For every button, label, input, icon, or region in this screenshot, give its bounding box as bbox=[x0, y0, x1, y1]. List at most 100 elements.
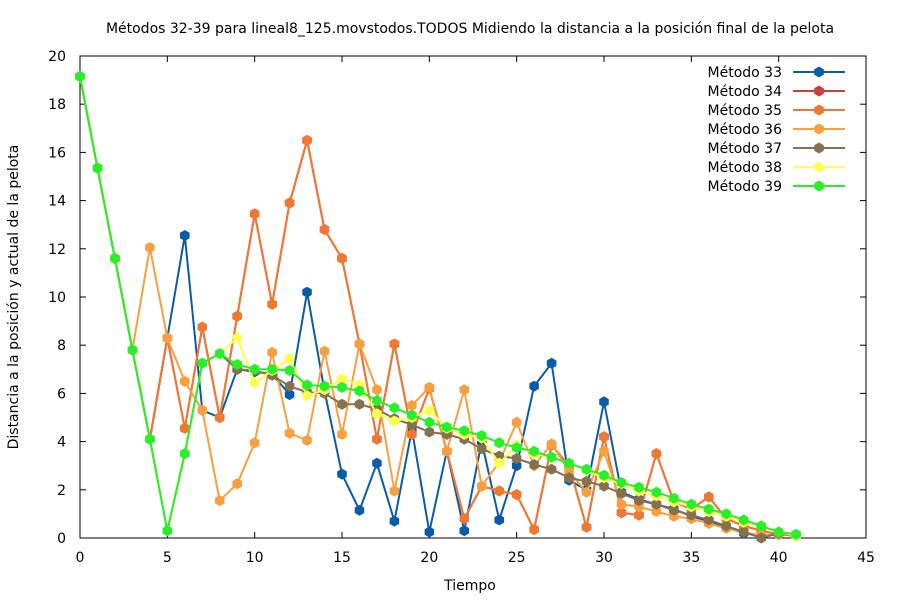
data-point bbox=[180, 422, 190, 434]
series-m-todo-36 bbox=[75, 71, 801, 542]
data-point bbox=[459, 525, 469, 537]
data-point bbox=[215, 495, 225, 507]
x-tick-label: 40 bbox=[770, 550, 788, 566]
data-point bbox=[337, 373, 347, 385]
data-point bbox=[477, 430, 487, 442]
data-point bbox=[529, 380, 539, 392]
legend-item: Método 37 bbox=[708, 141, 845, 157]
data-point bbox=[529, 524, 539, 536]
legend-marker bbox=[814, 142, 824, 154]
data-point bbox=[197, 404, 207, 416]
data-point bbox=[162, 332, 173, 344]
data-point bbox=[546, 451, 557, 463]
data-point bbox=[337, 398, 347, 410]
data-point bbox=[424, 416, 435, 428]
series-layer bbox=[75, 71, 801, 544]
data-point bbox=[686, 509, 697, 521]
data-point bbox=[721, 508, 731, 520]
data-point bbox=[197, 357, 207, 369]
data-point bbox=[599, 431, 609, 443]
legend-marker bbox=[814, 180, 824, 192]
data-point bbox=[284, 365, 295, 376]
x-tick-label: 20 bbox=[420, 550, 438, 566]
data-point bbox=[581, 521, 592, 533]
series-m-todo-35 bbox=[75, 71, 801, 542]
y-tick-label: 18 bbox=[48, 97, 66, 113]
legend-label: Método 33 bbox=[708, 65, 782, 81]
data-point bbox=[372, 457, 382, 469]
data-point bbox=[372, 433, 382, 445]
data-point bbox=[669, 504, 679, 516]
legend-label: Método 34 bbox=[708, 84, 783, 100]
data-point bbox=[511, 416, 522, 428]
data-point bbox=[284, 427, 295, 439]
data-point bbox=[145, 242, 155, 254]
y-tick-label: 14 bbox=[48, 194, 66, 210]
x-tick-label: 15 bbox=[333, 550, 351, 566]
data-point bbox=[634, 509, 644, 521]
data-point bbox=[791, 528, 801, 540]
series-m-todo-33 bbox=[75, 71, 801, 542]
data-point bbox=[599, 469, 609, 481]
legend-label: Método 38 bbox=[708, 160, 782, 176]
data-point bbox=[546, 463, 557, 475]
x-tick-label: 30 bbox=[595, 550, 613, 566]
data-point bbox=[756, 532, 766, 544]
legend-marker bbox=[814, 66, 824, 78]
legend-item: Método 35 bbox=[708, 103, 845, 119]
data-point bbox=[389, 402, 400, 414]
chart-title: Métodos 32-39 para lineal8_125.movstodos… bbox=[106, 21, 834, 37]
data-point bbox=[284, 389, 295, 401]
data-point bbox=[389, 338, 400, 350]
legend-item: Método 38 bbox=[708, 160, 845, 176]
data-point bbox=[459, 513, 469, 525]
legend-item: Método 33 bbox=[708, 65, 845, 81]
data-point bbox=[407, 409, 417, 421]
data-point bbox=[599, 396, 609, 408]
data-point bbox=[127, 344, 138, 356]
legend: Método 33 Método 34 Método 35 Método 36 Méto… bbox=[708, 65, 845, 195]
legend-item: Método 39 bbox=[708, 179, 845, 195]
data-point bbox=[284, 197, 295, 209]
data-point bbox=[372, 408, 382, 420]
data-point bbox=[180, 375, 190, 387]
data-point bbox=[616, 477, 627, 489]
data-point bbox=[372, 384, 382, 396]
data-point bbox=[249, 363, 260, 375]
legend-marker bbox=[814, 161, 824, 173]
data-point bbox=[302, 390, 312, 402]
legend-item: Método 34 bbox=[708, 84, 845, 100]
data-point bbox=[389, 485, 400, 497]
x-tick-label: 25 bbox=[508, 550, 526, 566]
data-point bbox=[651, 498, 662, 510]
data-point bbox=[267, 363, 277, 375]
data-point bbox=[599, 480, 609, 492]
data-point bbox=[197, 321, 207, 333]
data-point bbox=[75, 71, 85, 82]
data-point bbox=[546, 357, 557, 369]
y-tick-label: 10 bbox=[48, 290, 66, 306]
data-point bbox=[634, 481, 644, 493]
data-point bbox=[442, 421, 452, 433]
legend-label: Método 39 bbox=[708, 179, 782, 195]
data-point bbox=[511, 442, 522, 454]
data-point bbox=[511, 489, 522, 501]
data-point bbox=[511, 460, 522, 472]
series-m-todo-37 bbox=[75, 71, 801, 544]
data-point bbox=[494, 514, 504, 526]
x-tick-label: 35 bbox=[682, 550, 700, 566]
data-point bbox=[337, 381, 347, 393]
data-point bbox=[354, 398, 365, 410]
data-point bbox=[442, 445, 452, 457]
data-point bbox=[407, 399, 417, 411]
legend-item: Método 36 bbox=[708, 122, 845, 138]
series-line bbox=[79, 76, 797, 537]
data-point bbox=[145, 433, 155, 445]
data-point bbox=[389, 515, 400, 527]
data-point bbox=[529, 459, 539, 470]
y-tick-label: 12 bbox=[48, 242, 66, 258]
x-tick-label: 45 bbox=[857, 550, 875, 566]
data-point bbox=[249, 208, 260, 220]
data-point bbox=[302, 434, 312, 446]
data-point bbox=[424, 381, 435, 393]
